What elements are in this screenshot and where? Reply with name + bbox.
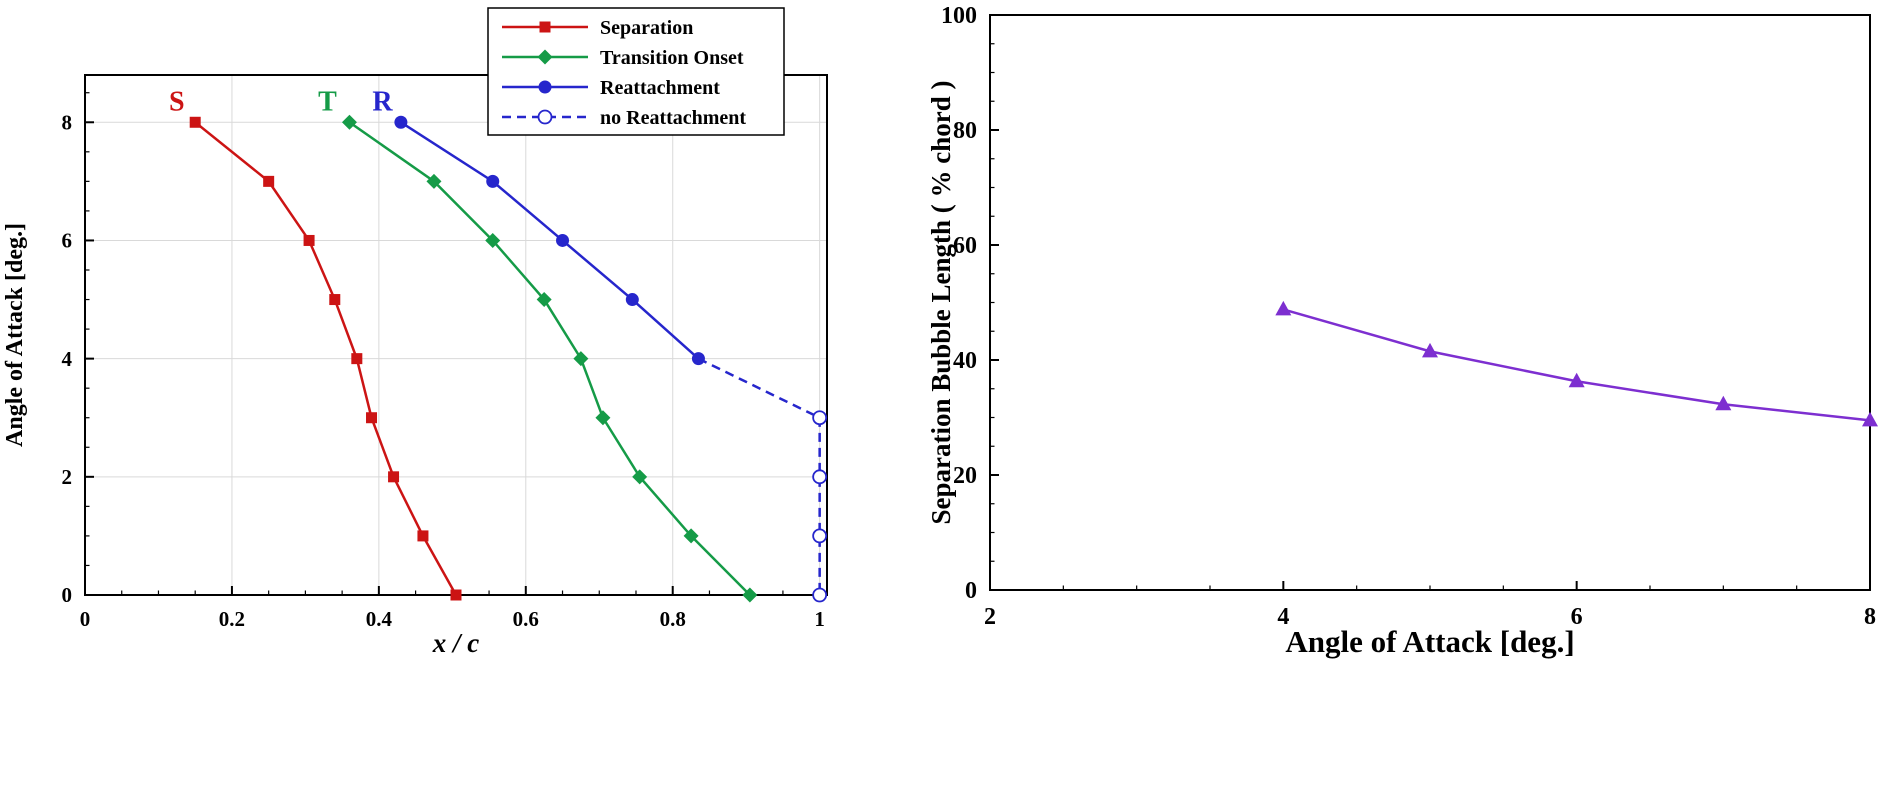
y-tick-label: 0 [62, 583, 73, 607]
marker-diamond [485, 232, 501, 248]
marker-triangle [1862, 411, 1878, 427]
x-tick-label: 2 [984, 604, 996, 630]
x-tick-label: 0.4 [366, 607, 393, 631]
series-annotation-s: S [169, 86, 185, 117]
y-axis-label: Separation Bubble Length ( % chord ) [930, 80, 956, 524]
legend-box [487, 7, 785, 136]
marker-open-circle [537, 109, 553, 125]
y-tick-label: 20 [953, 463, 977, 489]
x-tick-label: 0 [80, 607, 91, 631]
x-tick-label: 0.2 [219, 607, 245, 631]
marker-square [189, 116, 201, 128]
marker-circle [394, 115, 408, 129]
marker-square [351, 353, 363, 365]
x-tick-label: 0.8 [660, 607, 686, 631]
marker-square [329, 294, 341, 306]
marker-square [303, 234, 315, 246]
marker-diamond [742, 587, 758, 603]
y-tick-label: 4 [62, 347, 73, 371]
marker-diamond [341, 114, 357, 130]
marker-diamond [537, 49, 553, 65]
marker-triangle [1275, 300, 1292, 316]
series-separation-bubble-length [1275, 300, 1878, 427]
y-tick-label: 0 [965, 578, 977, 604]
plot-frame [84, 74, 828, 596]
marker-triangle [1715, 395, 1732, 411]
marker-diamond [632, 469, 648, 485]
y-tick-labels: 0 2 4 6 8 [62, 110, 73, 607]
marker-square [417, 530, 429, 542]
x-tick-label: 1 [814, 607, 825, 631]
x-tick-label: 8 [1864, 604, 1876, 630]
marker-square [263, 175, 275, 187]
gridlines [85, 75, 827, 595]
x-axis-label: x / c [432, 628, 480, 658]
marker-circle [538, 80, 552, 94]
marker-square [388, 471, 400, 483]
marker-circle [486, 174, 500, 188]
y-tick-label: 60 [953, 233, 977, 259]
x-axis-label: Angle of Attack [deg.] [1285, 624, 1574, 659]
x-tick-label: 0.6 [513, 607, 539, 631]
x-tick-label: 4 [1277, 604, 1289, 630]
axis-ticks [989, 14, 1871, 591]
marker-square [366, 412, 378, 424]
chart-separation-transition-reattachment: 0 0.2 0.4 0.6 0.8 1 0 2 4 6 8 x / c Angle of Attack … [2, 7, 828, 658]
axis-ticks [84, 92, 821, 596]
series-reattachment [394, 115, 705, 366]
legend: Separation Transition Onset Reattachment no… [487, 7, 785, 136]
legend-label: no Reattachment [600, 107, 746, 129]
y-axis-label: Angle of Attack [deg.] [2, 223, 28, 447]
y-tick-label: 80 [953, 118, 977, 144]
legend-label: Reattachment [600, 77, 720, 99]
y-tick-label: 2 [62, 465, 73, 489]
marker-circle [556, 233, 570, 247]
marker-triangle [1422, 342, 1438, 358]
legend-label: Transition Onset [600, 47, 744, 69]
x-tick-labels: 2 4 6 8 [984, 604, 1876, 630]
marker-diamond [683, 528, 699, 544]
marker-circle [625, 293, 639, 307]
y-tick-labels: 0 20 40 60 80 100 [941, 3, 977, 604]
y-tick-label: 8 [62, 110, 73, 134]
marker-diamond [573, 351, 589, 367]
series-annotation-t: T [318, 86, 337, 117]
marker-open-circle [812, 469, 828, 485]
series-line-no-reattachment [697, 357, 821, 595]
marker-triangle [1568, 372, 1585, 388]
marker-open-circle [812, 587, 828, 603]
marker-diamond [426, 173, 442, 189]
legend-label: Separation [600, 17, 693, 39]
marker-open-circle [812, 528, 828, 544]
series-transition-onset [341, 114, 758, 603]
series-line-separation-bubble-length [1282, 308, 1871, 422]
y-tick-label: 40 [953, 348, 977, 374]
marker-square [450, 589, 462, 601]
y-tick-label: 6 [62, 229, 73, 253]
series-no-reattachment [697, 357, 828, 603]
marker-open-circle [812, 410, 828, 426]
plot-frame [989, 14, 1871, 591]
marker-diamond [536, 292, 552, 308]
marker-diamond [595, 410, 611, 426]
x-tick-labels: 0 0.2 0.4 0.6 0.8 1 [80, 607, 825, 631]
y-tick-label: 100 [941, 3, 977, 29]
marker-square [539, 21, 551, 33]
series-annotation-r: R [372, 86, 393, 117]
series-separation [189, 116, 462, 601]
x-tick-label: 6 [1571, 604, 1583, 630]
